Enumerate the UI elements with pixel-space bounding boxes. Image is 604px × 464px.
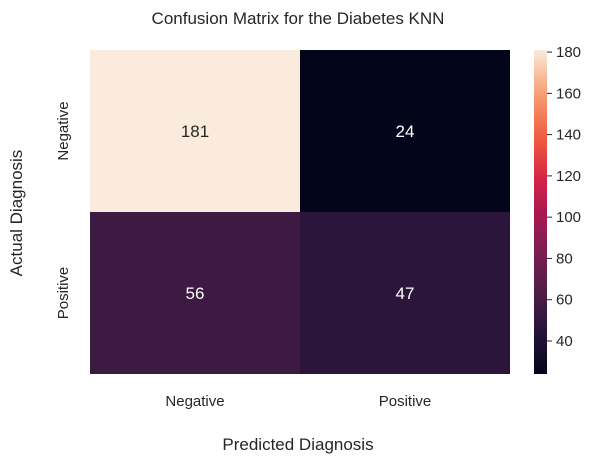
cell-value-label: 56	[186, 284, 205, 303]
cell-value-label: 181	[181, 122, 209, 141]
colorbar-tick-label: 100	[556, 209, 581, 226]
heatmap-cell	[90, 212, 300, 374]
colorbar-tick-label: 180	[556, 44, 581, 61]
heatmap-cell	[90, 50, 300, 212]
colorbar-tick-label: 120	[556, 168, 581, 185]
heatmap-cells	[90, 50, 510, 374]
x-tick-label: Negative	[165, 393, 224, 410]
heatmap-cell	[300, 50, 510, 212]
cell-value-label: 47	[396, 284, 415, 303]
x-tick-labels: Negative Positive	[165, 393, 431, 410]
y-tick-labels: Negative Positive	[55, 101, 72, 319]
cell-value-label: 24	[396, 122, 415, 141]
colorbar-ticks: 40 60 80 100 120 140 160 180	[547, 44, 581, 350]
colorbar-tick-label: 160	[556, 85, 581, 102]
x-tick-label: Positive	[379, 393, 432, 410]
y-tick-label: Negative	[55, 101, 72, 160]
chart-title: Confusion Matrix for the Diabetes KNN	[152, 9, 445, 28]
colorbar	[534, 50, 547, 374]
colorbar-tick-label: 60	[556, 292, 573, 309]
y-tick-label: Positive	[55, 267, 72, 320]
heatmap-cell-labels: 181 24 56 47	[181, 122, 415, 303]
heatmap-cell	[300, 212, 510, 374]
x-axis-label: Predicted Diagnosis	[222, 435, 373, 454]
y-axis-label: Actual Diagnosis	[7, 150, 26, 277]
colorbar-tick-label: 40	[556, 333, 573, 350]
colorbar-tick-label: 80	[556, 250, 573, 267]
colorbar-tick-label: 140	[556, 127, 581, 144]
